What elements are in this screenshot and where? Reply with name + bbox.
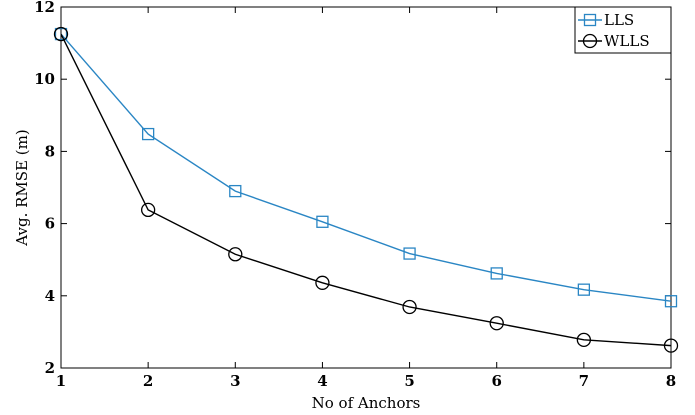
x-tick-label: 6 <box>491 372 501 390</box>
legend: LLS WLLS <box>574 6 672 54</box>
x-axis-label: No of Anchors <box>312 394 421 412</box>
legend-marker-wlls <box>582 33 598 49</box>
data-point-lls <box>316 215 329 228</box>
data-point-wlls <box>576 332 592 347</box>
y-tick-label: 8 <box>45 142 55 160</box>
plot-frame <box>60 6 672 369</box>
data-point-lls <box>490 267 503 280</box>
series-line-lls <box>60 33 672 302</box>
legend-entry-lls: LLS <box>578 11 634 29</box>
y-tick-label: 12 <box>34 0 55 16</box>
series-line-wlls <box>60 33 672 347</box>
series-wlls <box>53 26 679 353</box>
y-tick-label: 6 <box>45 215 55 233</box>
y-axis-label: Avg. RMSE (m) <box>13 129 31 246</box>
x-tick-label: 7 <box>579 372 589 390</box>
data-point-wlls <box>228 247 243 262</box>
x-tick-label: 4 <box>317 372 327 390</box>
series-layer <box>53 26 679 353</box>
data-point-lls <box>54 27 68 41</box>
legend-marker-lls <box>583 13 597 27</box>
y-tick-label: 2 <box>45 359 55 377</box>
data-point-lls <box>577 283 591 296</box>
y-tick-label: 4 <box>45 287 55 305</box>
data-point-lls <box>141 127 155 141</box>
data-point-wlls <box>402 299 417 315</box>
data-point-wlls <box>140 202 156 218</box>
data-point-wlls <box>663 338 679 353</box>
x-tick-label: 5 <box>404 372 414 390</box>
data-point-lls <box>664 295 678 308</box>
data-point-wlls <box>315 275 330 290</box>
data-point-wlls <box>53 26 69 42</box>
x-tick-label: 3 <box>230 372 240 390</box>
plot-border <box>60 6 672 369</box>
data-point-lls <box>229 184 242 198</box>
data-point-wlls <box>489 316 504 331</box>
series-lls <box>54 27 678 308</box>
data-point-lls <box>403 247 416 260</box>
legend-entry-wlls: WLLS <box>578 32 650 50</box>
x-tick-label: 2 <box>143 372 153 390</box>
x-tick-label: 8 <box>666 372 676 390</box>
legend-label-lls: LLS <box>604 11 634 29</box>
legend-label-wlls: WLLS <box>604 32 650 50</box>
y-tick-label: 10 <box>34 70 55 88</box>
x-tick-label: 1 <box>56 372 66 390</box>
